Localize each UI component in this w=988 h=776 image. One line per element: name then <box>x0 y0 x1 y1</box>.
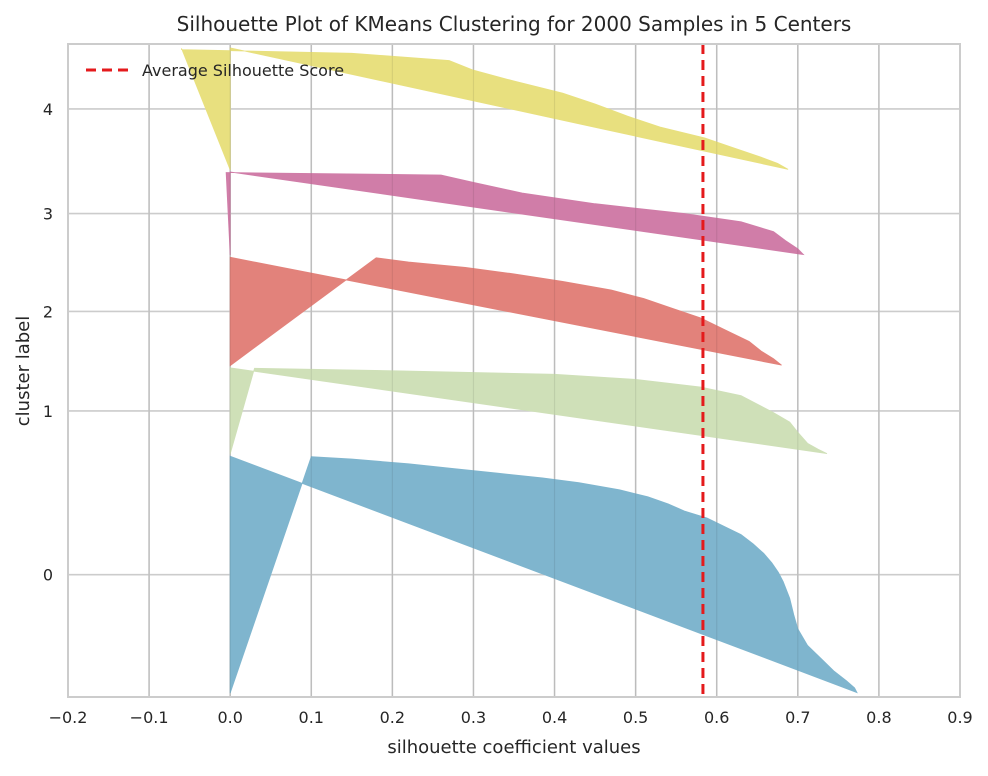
y-tick-label: 3 <box>43 205 53 224</box>
silhouette-cluster-1 <box>229 367 828 455</box>
x-axis-label: silhouette coefficient values <box>387 737 640 758</box>
x-tick-label: −0.1 <box>130 708 169 727</box>
y-tick-label: 4 <box>43 100 53 119</box>
y-tick-labels: 0 1 2 3 4 <box>43 100 53 585</box>
x-tick-label: −0.2 <box>49 708 88 727</box>
legend: Average Silhouette Score <box>86 61 344 80</box>
silhouette-cluster-0 <box>229 455 858 694</box>
x-tick-label: 0.4 <box>542 708 567 727</box>
x-tick-label: 0.3 <box>461 708 486 727</box>
silhouette-cluster-4 <box>181 47 789 171</box>
x-tick-label: 0.1 <box>299 708 324 727</box>
chart-title: Silhouette Plot of KMeans Clustering for… <box>177 12 852 36</box>
x-tick-label: 0.5 <box>623 708 648 727</box>
x-tick-label: 0.7 <box>785 708 810 727</box>
y-tick-label: 1 <box>43 402 53 421</box>
y-axis-label: cluster label <box>13 316 34 426</box>
silhouette-cluster-2 <box>229 256 782 367</box>
plot-frame <box>67 43 961 698</box>
silhouette-cluster-3 <box>225 171 805 256</box>
legend-average-score-label: Average Silhouette Score <box>142 61 344 80</box>
x-tick-label: 0.9 <box>947 708 972 727</box>
x-tick-label: 0.2 <box>380 708 405 727</box>
x-tick-label: 0.0 <box>217 708 242 727</box>
axes-frame <box>67 43 961 698</box>
x-tick-labels: −0.2 −0.1 0.0 0.1 0.2 0.3 0.4 0.5 0.6 0.7 0.8 0.9 <box>49 708 973 727</box>
y-tick-label: 0 <box>43 566 53 585</box>
x-tick-label: 0.8 <box>866 708 891 727</box>
x-tick-label: 0.6 <box>704 708 729 727</box>
y-tick-label: 2 <box>43 302 53 321</box>
